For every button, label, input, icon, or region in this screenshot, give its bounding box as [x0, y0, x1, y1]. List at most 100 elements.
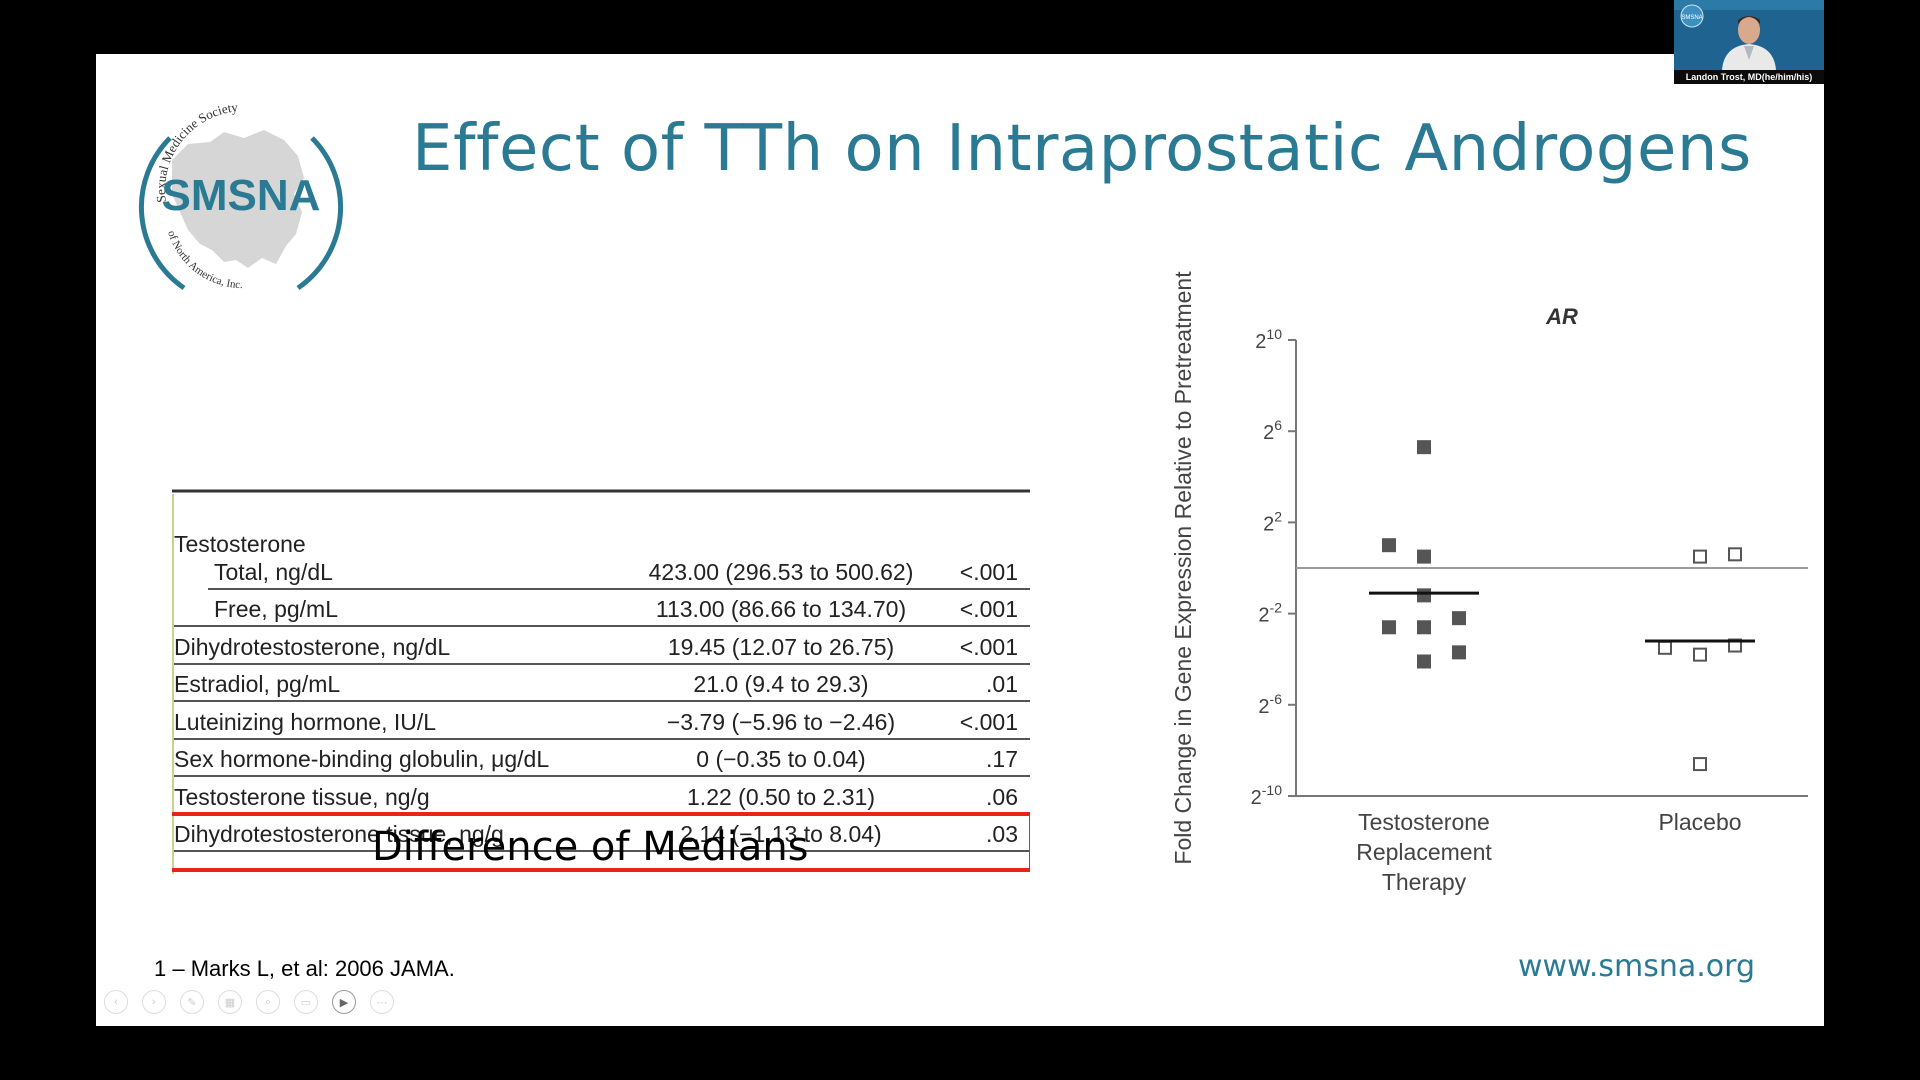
data-point [1693, 647, 1707, 662]
table-row-p-value: .03 [986, 821, 1018, 847]
table-row: Dihydrotestosterone, ng/dL 19.45 (12.07 t… [174, 634, 1018, 660]
data-point [1382, 620, 1396, 635]
reference-citation: 1 – Marks L, et al: 2006 JAMA. [154, 956, 455, 981]
data-point [1728, 547, 1742, 562]
y-tick-exponent: -6 [1270, 691, 1283, 707]
y-tick-label-text: 210 [1255, 326, 1282, 353]
table-row-label: Luteinizing hormone, IU/L [174, 709, 436, 735]
table-row-label: Estradiol, pg/mL [174, 671, 340, 697]
table-row-label: Sex hormone-binding globulin, μg/dL [174, 746, 549, 772]
y-tick-exponent: 6 [1274, 417, 1282, 433]
y-tick-label-text: 2-2 [1258, 600, 1282, 627]
table-row-label: Free, pg/mL [214, 596, 338, 622]
next-control-icon[interactable]: › [142, 990, 166, 1014]
data-point [1452, 611, 1466, 626]
video-badge: SMSNA [1681, 15, 1702, 21]
y-tick-label: 2-10 [1251, 782, 1283, 809]
table-row: Sex hormone-binding globulin, μg/dL 0 (−0… [174, 746, 1018, 772]
slide-title: Effect of TTh on Intraprostatic Androgen… [412, 112, 1752, 186]
x-category-label: Therapy [1382, 869, 1467, 895]
slide: Sexual Medicine Society of North America… [96, 54, 1824, 1026]
table-row-p-value: <.001 [960, 634, 1018, 660]
data-point [1693, 549, 1707, 564]
table-row-label: Dihydrotestosterone, ng/dL [174, 634, 450, 660]
slides-control-icon[interactable]: ▦ [218, 990, 242, 1014]
y-axis-label: Fold Change in Gene Expression Relative … [1170, 271, 1196, 865]
table-row-p-value: .01 [986, 671, 1018, 697]
presenter-image: SMSNA [1674, 0, 1824, 70]
north-america-map-icon [172, 130, 304, 268]
highlight-box [172, 812, 1030, 872]
data-point [1452, 645, 1466, 660]
data-point [1417, 588, 1431, 603]
table-row-value: 423.00 (296.53 to 500.62) [649, 559, 914, 585]
website-link[interactable]: www.smsna.org [1518, 949, 1756, 984]
table-row: Free, pg/mL 113.00 (86.66 to 134.70) <.001 [214, 596, 1018, 622]
table-row-p-value: <.001 [960, 709, 1018, 735]
table-row-label: Testosterone tissue, ng/g [174, 784, 430, 810]
y-tick-label: 210 [1255, 326, 1282, 353]
table-row: Dihydrotestosterone tissue, ng/g 2.14 (−1… [174, 821, 1018, 847]
pen-control-icon[interactable]: ✎ [180, 990, 204, 1014]
table-row-value: 21.0 (9.4 to 29.3) [693, 671, 868, 697]
subtitles-control-icon[interactable]: ▭ [294, 990, 318, 1014]
table-row-value: 0 (−0.35 to 0.04) [696, 746, 865, 772]
table-row: Testosterone tissue, ng/g 1.22 (0.50 to 2… [174, 784, 1018, 810]
x-category-label: Replacement [1356, 839, 1492, 865]
table-row-value: 1.22 (0.50 to 2.31) [687, 784, 875, 810]
y-tick-base: 2 [1263, 422, 1274, 444]
x-category-label: Testosterone [1358, 809, 1490, 835]
logo-name: SMSNA [162, 171, 321, 220]
table-row-p-value: .17 [986, 746, 1018, 772]
data-point [1693, 757, 1707, 772]
presenter-video[interactable]: SMSNA Landon Trost, MD(he/him/his) [1674, 0, 1824, 84]
y-tick-label: 22 [1263, 508, 1282, 535]
y-tick-label: 2-6 [1258, 691, 1282, 718]
presentation-controls: ‹ › ✎ ▦ ⌕ ▭ ▶ ⋯ [104, 990, 394, 1016]
table-row-value: 2.14 (−1.13 to 8.04) [680, 821, 881, 847]
y-tick-base: 2 [1263, 513, 1274, 535]
y-tick-label-text: 22 [1263, 508, 1282, 535]
zoom-control-icon[interactable]: ⌕ [256, 990, 280, 1014]
presenter-name: Landon Trost, MD(he/him/his) [1674, 70, 1824, 84]
data-point [1658, 640, 1672, 655]
data-point [1417, 440, 1431, 455]
y-tick-base: 2 [1258, 696, 1269, 718]
chart-title: AR [1545, 304, 1578, 329]
table-row-label: Total, ng/dL [214, 559, 333, 585]
y-tick-label: 26 [1263, 417, 1282, 444]
x-category-label: Placebo [1658, 809, 1741, 835]
table-row: Luteinizing hormone, IU/L −3.79 (−5.96 to… [174, 709, 1018, 735]
table-row-p-value: .06 [986, 784, 1018, 810]
y-tick-exponent: 2 [1274, 508, 1282, 524]
table-caption: Difference of Medians [372, 824, 809, 870]
camera-control-icon[interactable]: ▶ [332, 990, 356, 1014]
table-row: Estradiol, pg/mL 21.0 (9.4 to 29.3) .01 [174, 671, 1018, 697]
y-tick-label-text: 2-10 [1251, 782, 1283, 809]
data-point [1417, 549, 1431, 564]
more-control-icon[interactable]: ⋯ [370, 990, 394, 1014]
table-row-value: −3.79 (−5.96 to −2.46) [667, 709, 895, 735]
table-row: Testosterone [174, 531, 306, 557]
y-tick-base: 2 [1255, 331, 1266, 353]
data-point [1382, 538, 1396, 553]
data-point [1417, 620, 1431, 635]
y-tick-base: 2 [1251, 787, 1262, 809]
previous-control-icon[interactable]: ‹ [104, 990, 128, 1014]
y-tick-exponent: -2 [1270, 600, 1283, 616]
y-tick-base: 2 [1258, 605, 1269, 627]
table-row-value: 113.00 (86.66 to 134.70) [656, 596, 906, 622]
y-tick-label-text: 26 [1263, 417, 1282, 444]
table-row-value: 19.45 (12.07 to 26.75) [668, 634, 894, 660]
y-tick-exponent: 10 [1266, 326, 1282, 342]
y-tick-label-text: 2-6 [1258, 691, 1282, 718]
y-tick-exponent: -10 [1262, 782, 1282, 798]
table-row-p-value: <.001 [960, 596, 1018, 622]
table-row-label: Dihydrotestosterone tissue, ng/g [174, 821, 504, 847]
table-row-label: Testosterone [174, 531, 306, 557]
data-point [1417, 654, 1431, 669]
table-row-p-value: <.001 [960, 559, 1018, 585]
y-tick-label: 2-2 [1258, 600, 1282, 627]
